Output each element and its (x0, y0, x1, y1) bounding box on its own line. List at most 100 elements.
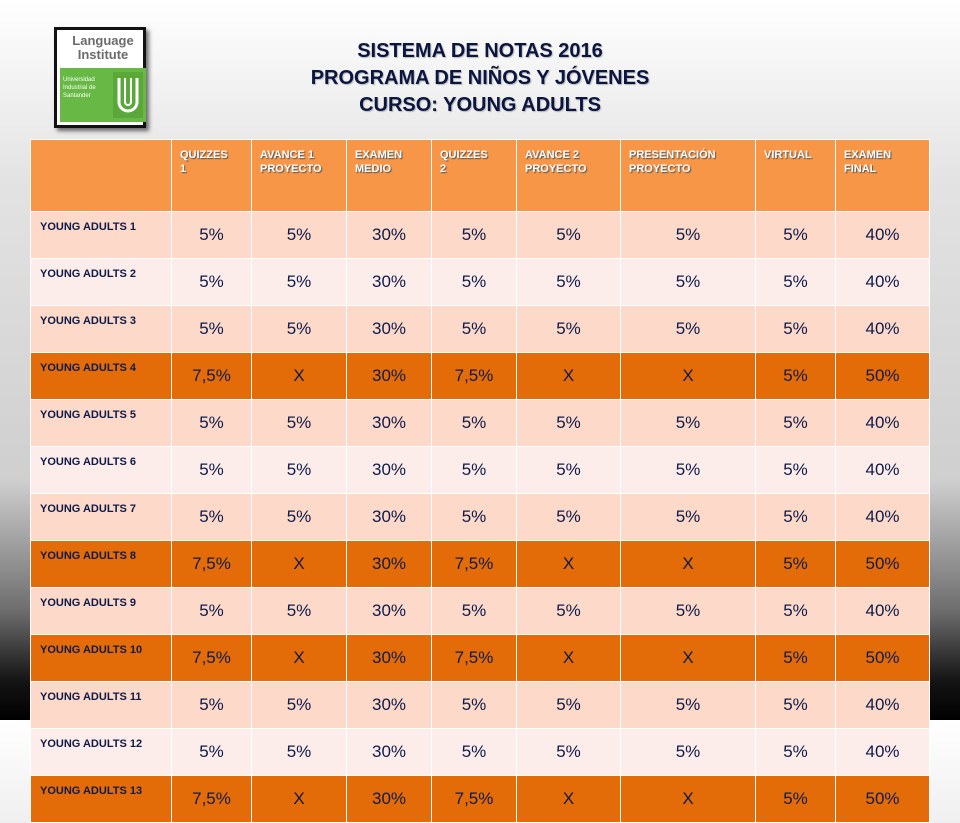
grade-cell: 30% (346, 587, 432, 635)
grade-cell: 5% (755, 728, 836, 776)
grade-cell: X (516, 540, 621, 588)
grade-cell: 5% (620, 399, 756, 447)
grade-cell: 5% (620, 305, 756, 353)
row-label: YOUNG ADULTS 1 (30, 211, 172, 259)
grade-cell: 5% (171, 399, 252, 447)
column-header: QUIZZES 2 (431, 139, 517, 212)
grade-cell: 5% (251, 587, 347, 635)
row-label: YOUNG ADULTS 7 (30, 493, 172, 541)
grade-cell: 5% (516, 493, 621, 541)
grade-cell: 30% (346, 540, 432, 588)
grade-cell: 5% (171, 493, 252, 541)
grade-cell: 5% (620, 258, 756, 306)
grade-cell: 30% (346, 399, 432, 447)
grade-cell: 5% (755, 258, 836, 306)
grade-cell: 5% (171, 681, 252, 729)
grade-cell: X (516, 352, 621, 400)
grade-cell: X (620, 634, 756, 682)
grade-cell: 40% (835, 305, 930, 353)
table-row: YOUNG ADULTS 7 5% 5% 30% 5% 5% 5% 5% 40% (30, 493, 930, 541)
grade-cell: 5% (171, 587, 252, 635)
grades-table: QUIZZES 1 AVANCE 1 PROYECTO EXAMEN MEDIO QUIZZ… (30, 139, 930, 823)
grade-cell: X (620, 775, 756, 823)
row-label: YOUNG ADULTS 12 (30, 728, 172, 776)
logo-university-line: Santander (63, 93, 91, 99)
grade-cell: 5% (516, 399, 621, 447)
row-label: YOUNG ADULTS 2 (30, 258, 172, 306)
grade-cell: 5% (251, 258, 347, 306)
table-row: YOUNG ADULTS 1 5% 5% 30% 5% 5% 5% 5% 40% (30, 211, 930, 259)
row-label: YOUNG ADULTS 10 (30, 634, 172, 682)
grade-cell: 50% (835, 775, 930, 823)
table-row: YOUNG ADULTS 13 7,5% X 30% 7,5% X X 5% 50% (30, 775, 930, 823)
grade-cell: 5% (431, 258, 517, 306)
table-row: YOUNG ADULTS 11 5% 5% 30% 5% 5% 5% 5% 40% (30, 681, 930, 729)
column-header-line: QUIZZES (440, 149, 488, 161)
grade-cell: 5% (251, 211, 347, 259)
grade-cell: 5% (431, 681, 517, 729)
grade-cell: 40% (835, 681, 930, 729)
grade-cell: X (620, 352, 756, 400)
grade-cell: 30% (346, 446, 432, 494)
column-header-line: EXAMEN (844, 149, 892, 161)
grade-cell: 5% (431, 728, 517, 776)
grade-cell: 30% (346, 305, 432, 353)
column-header-line: QUIZZES (180, 149, 228, 161)
title-line-3: CURSO: YOUNG ADULTS (359, 94, 601, 116)
grade-cell: 40% (835, 258, 930, 306)
grade-cell: 5% (251, 305, 347, 353)
grade-cell: 5% (755, 634, 836, 682)
grade-cell: 5% (755, 211, 836, 259)
grade-cell: 5% (171, 211, 252, 259)
column-header-line: EXAMEN (355, 149, 403, 161)
grade-cell: 40% (835, 446, 930, 494)
grade-cell: 5% (251, 681, 347, 729)
grade-cell: 5% (620, 493, 756, 541)
grade-cell: 7,5% (431, 634, 517, 682)
grade-cell: X (516, 634, 621, 682)
column-header: EXAMEN FINAL (835, 139, 930, 212)
grade-cell: 30% (346, 681, 432, 729)
table-row: YOUNG ADULTS 8 7,5% X 30% 7,5% X X 5% 50% (30, 540, 930, 588)
grade-cell: 5% (516, 211, 621, 259)
grade-cell: 5% (755, 305, 836, 353)
column-header: PRESENTACIÓN PROYECTO (620, 139, 756, 212)
grade-cell: 5% (516, 587, 621, 635)
table-row: YOUNG ADULTS 2 5% 5% 30% 5% 5% 5% 5% 40% (30, 258, 930, 306)
title-line-1: SISTEMA DE NOTAS 2016 (357, 40, 603, 62)
table-row: YOUNG ADULTS 4 7,5% X 30% 7,5% X X 5% 50% (30, 352, 930, 400)
row-label: YOUNG ADULTS 13 (30, 775, 172, 823)
grade-cell: 7,5% (171, 775, 252, 823)
table-header-row: QUIZZES 1 AVANCE 1 PROYECTO EXAMEN MEDIO QUIZZ… (30, 139, 930, 212)
grade-cell: 30% (346, 775, 432, 823)
page-title: SISTEMA DE NOTAS 2016 PROGRAMA DE NIÑOS … (240, 38, 720, 119)
grade-cell: 5% (171, 258, 252, 306)
grade-cell: 40% (835, 211, 930, 259)
logo-university-line: Universidad (63, 77, 95, 83)
grade-cell: 5% (431, 446, 517, 494)
grade-cell: 30% (346, 728, 432, 776)
grade-cell: 5% (251, 399, 347, 447)
grade-cell: 7,5% (431, 775, 517, 823)
column-header-line: MEDIO (355, 163, 392, 175)
grade-cell: 40% (835, 587, 930, 635)
grade-cell: 50% (835, 352, 930, 400)
column-header: AVANCE 2 PROYECTO (516, 139, 621, 212)
grade-cell: 5% (755, 540, 836, 588)
column-header-line: AVANCE 2 (525, 149, 579, 161)
grade-cell: 5% (251, 446, 347, 494)
grade-cell: 5% (516, 258, 621, 306)
logo-line-1: Language (72, 33, 134, 48)
table-row: YOUNG ADULTS 9 5% 5% 30% 5% 5% 5% 5% 40% (30, 587, 930, 635)
grade-cell: 5% (755, 399, 836, 447)
column-header-line: VIRTUAL (764, 149, 812, 161)
title-line-2: PROGRAMA DE NIÑOS Y JÓVENES (310, 67, 650, 89)
grade-cell: 40% (835, 493, 930, 541)
row-label: YOUNG ADULTS 4 (30, 352, 172, 400)
grade-cell: 5% (171, 446, 252, 494)
grade-cell: X (516, 775, 621, 823)
grade-cell: 5% (620, 728, 756, 776)
grade-cell: 30% (346, 634, 432, 682)
grade-cell: X (251, 775, 347, 823)
grade-cell: 5% (171, 728, 252, 776)
